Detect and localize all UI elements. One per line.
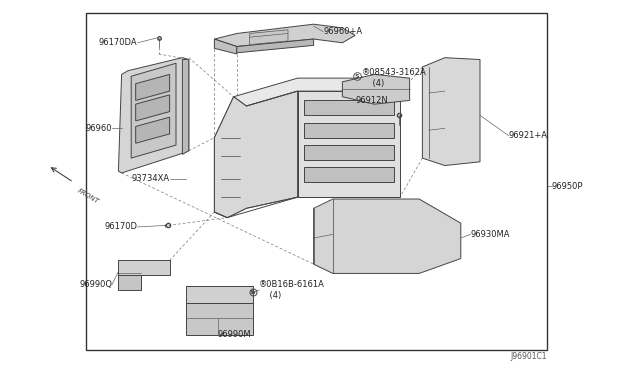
Polygon shape — [214, 91, 298, 218]
Polygon shape — [214, 24, 355, 46]
Polygon shape — [136, 117, 170, 143]
Text: 96960+A: 96960+A — [323, 27, 362, 36]
Polygon shape — [304, 123, 394, 138]
Polygon shape — [186, 286, 253, 303]
Polygon shape — [314, 199, 461, 273]
Text: J96901C1: J96901C1 — [511, 352, 547, 361]
Text: 96170D: 96170D — [104, 222, 138, 231]
Text: 93734XA: 93734XA — [131, 174, 170, 183]
Polygon shape — [234, 78, 406, 106]
Polygon shape — [250, 30, 288, 45]
Polygon shape — [298, 91, 400, 197]
Polygon shape — [131, 63, 176, 158]
Text: FRONT: FRONT — [77, 188, 100, 205]
Polygon shape — [214, 97, 246, 218]
Text: S: S — [249, 289, 254, 295]
Polygon shape — [118, 260, 170, 275]
Polygon shape — [182, 60, 189, 154]
Polygon shape — [118, 275, 141, 290]
Text: 96990M: 96990M — [218, 330, 252, 339]
Bar — [86, 13, 547, 350]
Polygon shape — [186, 303, 253, 335]
Text: 96990Q: 96990Q — [79, 280, 112, 289]
Polygon shape — [422, 58, 480, 166]
Polygon shape — [304, 145, 394, 160]
Polygon shape — [118, 58, 189, 173]
Text: S: S — [355, 74, 360, 79]
Polygon shape — [342, 74, 410, 104]
Text: 96912N: 96912N — [355, 96, 388, 105]
Polygon shape — [136, 74, 170, 100]
Polygon shape — [237, 39, 314, 53]
Polygon shape — [214, 39, 237, 54]
Polygon shape — [304, 167, 394, 182]
Text: 96930MA: 96930MA — [470, 230, 510, 239]
Text: 96960: 96960 — [86, 124, 112, 133]
Text: 96921+A: 96921+A — [509, 131, 548, 140]
Text: ®08543-3162A
    (4): ®08543-3162A (4) — [362, 68, 426, 88]
Text: ®0B16B-6161A
    (4): ®0B16B-6161A (4) — [259, 280, 325, 300]
Polygon shape — [136, 95, 170, 121]
Text: 96170DA: 96170DA — [99, 38, 138, 47]
Polygon shape — [304, 100, 394, 115]
Text: 96950P: 96950P — [552, 182, 583, 190]
